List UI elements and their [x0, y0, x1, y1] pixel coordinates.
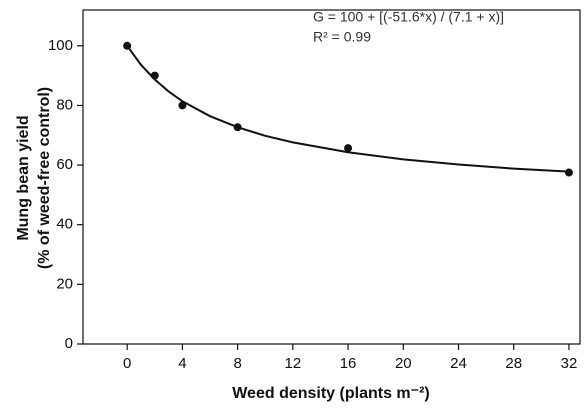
x-tick-label: 28 — [505, 355, 522, 372]
x-tick-label: 24 — [450, 355, 467, 372]
y-tick-label: 40 — [56, 216, 73, 233]
x-tick-label: 12 — [285, 355, 302, 372]
r-squared: R² = 0.99 — [313, 29, 371, 45]
x-tick-label: 16 — [340, 355, 357, 372]
y-tick-label: 0 — [65, 335, 73, 352]
data-point — [233, 123, 242, 132]
data-point — [344, 144, 353, 153]
x-tick-label: 4 — [178, 355, 186, 372]
y-axis-label: Mung bean yield — [15, 115, 32, 240]
y-tick-label: 20 — [56, 275, 73, 292]
y-tick-label: 100 — [48, 37, 73, 54]
x-tick-label: 32 — [561, 355, 578, 372]
fit-curve — [126, 45, 570, 173]
data-point — [178, 101, 187, 110]
equation: G = 100 + [(-51.6*x) / (7.1 + x)] — [313, 9, 504, 25]
x-tick-label: 0 — [123, 355, 131, 372]
y-tick-label: 60 — [56, 156, 73, 173]
y-axis-label: (% of weed-free control) — [36, 87, 53, 269]
x-tick-label: 20 — [395, 355, 412, 372]
y-tick-label: 80 — [56, 96, 73, 113]
data-point — [150, 71, 159, 80]
plot-frame — [82, 9, 581, 345]
x-tick-label: 8 — [233, 355, 241, 372]
data-point — [564, 168, 573, 177]
x-axis-label: Weed density (plants m⁻²) — [232, 385, 430, 402]
data-point — [123, 41, 132, 50]
